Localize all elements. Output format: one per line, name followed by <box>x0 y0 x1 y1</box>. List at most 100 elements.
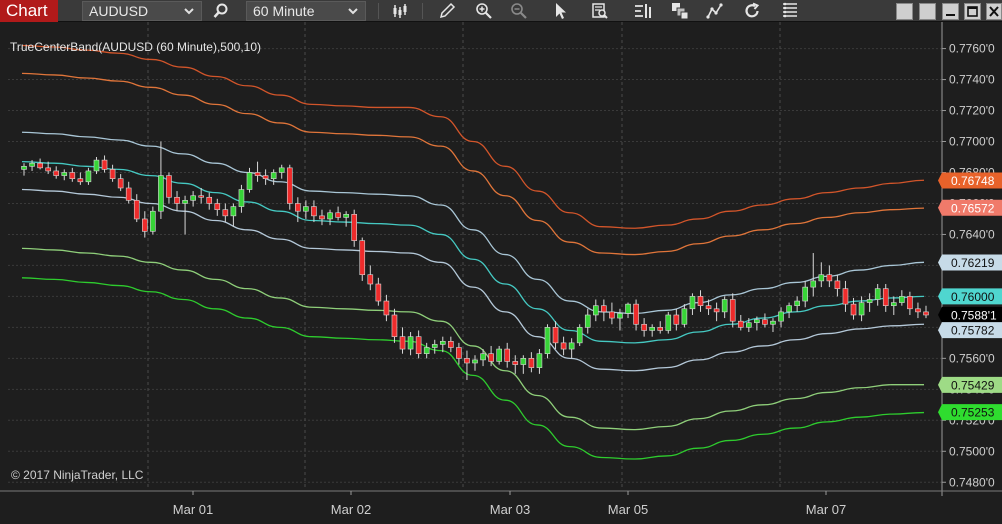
x-tick-label: Mar 07 <box>806 502 846 517</box>
candle-body <box>705 305 712 310</box>
strategies-icon[interactable] <box>634 2 652 20</box>
reload-icon[interactable] <box>743 2 761 20</box>
candle-body <box>37 162 43 169</box>
candle-body <box>713 308 720 313</box>
price-marker-label: 0.75253 <box>951 406 995 420</box>
candle-body <box>737 320 744 328</box>
candle-body <box>584 314 591 328</box>
pencil-icon[interactable] <box>438 2 456 20</box>
band-line <box>21 161 925 344</box>
candle-body <box>174 196 180 204</box>
candle-body <box>786 305 792 313</box>
candle-body <box>222 209 229 217</box>
candle-body <box>641 323 647 331</box>
copyright-text: © 2017 NinjaTrader, LLC <box>11 468 144 482</box>
candle-body <box>29 162 35 167</box>
indicators-icon[interactable] <box>706 2 724 20</box>
candle-body <box>681 308 688 325</box>
search-icon[interactable] <box>212 2 230 20</box>
candle-body <box>206 196 213 204</box>
candle-body <box>899 296 905 303</box>
chevron-down-icon <box>348 8 358 15</box>
price-marker <box>938 254 1002 271</box>
candle-body <box>423 347 430 355</box>
candle-body <box>689 296 696 310</box>
instrument-selector[interactable]: AUDUSD <box>82 1 202 21</box>
candle-body <box>834 280 841 289</box>
candle-body <box>593 305 599 316</box>
band-line <box>21 188 925 372</box>
templates-icon[interactable] <box>671 2 689 20</box>
candle-body <box>552 327 559 344</box>
candle-body <box>778 311 784 322</box>
candle-body <box>77 178 84 183</box>
zoom-out-icon[interactable] <box>510 2 528 20</box>
pointer-icon[interactable] <box>552 2 570 20</box>
price-marker-label: 0.75429 <box>951 378 995 392</box>
candle-body <box>343 214 349 218</box>
tile-button[interactable] <box>896 3 913 20</box>
chart-panel[interactable]: 0.7760'0 0.7740'0 0.7720'0 0.7700'0 0.7680'0… <box>0 22 1002 524</box>
close-button[interactable] <box>986 3 1002 20</box>
band-line <box>21 72 925 256</box>
maximize-button[interactable] <box>964 3 981 20</box>
candle-body <box>85 170 92 183</box>
price-marker <box>938 288 1002 305</box>
candle-body <box>496 348 502 362</box>
chart-tab[interactable]: Chart <box>0 0 58 22</box>
candle-body <box>142 218 148 232</box>
candle-body <box>746 322 752 328</box>
price-marker-label: 0.76219 <box>951 256 995 270</box>
data-box-icon[interactable] <box>591 2 609 20</box>
candle-body <box>230 206 237 217</box>
candle-body <box>754 319 760 324</box>
secondary-window-button[interactable] <box>919 3 936 20</box>
x-tick-label: Mar 01 <box>173 502 213 517</box>
y-tick-label: 0.7560'0 <box>949 351 995 365</box>
x-tick-label: Mar 05 <box>608 502 648 517</box>
candle-body <box>504 348 511 362</box>
candle-body <box>109 169 116 179</box>
price-marker-label: 0.75782 <box>951 324 995 338</box>
candle-body <box>53 170 60 176</box>
candle-body <box>665 314 672 331</box>
candle-body <box>456 347 462 359</box>
close-icon <box>989 6 999 17</box>
timeframe-selector[interactable]: 60 Minute <box>246 1 366 21</box>
y-tick-label: 0.7480'0 <box>949 475 995 489</box>
minimize-button[interactable] <box>942 3 959 20</box>
price-marker <box>938 404 1002 421</box>
candle-body <box>544 327 551 355</box>
candle-body <box>794 300 800 306</box>
candle-body <box>697 296 704 306</box>
candle-body <box>802 286 808 302</box>
candle-body <box>133 200 140 220</box>
candle-body <box>391 314 398 337</box>
candle-body <box>826 274 833 282</box>
candle-body <box>262 175 269 179</box>
candle-body <box>327 212 333 220</box>
candle-body <box>560 342 567 350</box>
candle-body <box>359 240 366 276</box>
band-line <box>21 131 925 315</box>
price-chart[interactable]: 0.7760'00.7740'00.7720'00.7700'00.7680'0… <box>0 22 1002 524</box>
y-tick-label: 0.7740'0 <box>949 73 995 87</box>
y-tick-label: 0.7500'0 <box>949 444 995 458</box>
candle-body <box>890 302 897 306</box>
properties-icon[interactable] <box>781 2 799 20</box>
candle-body <box>125 187 132 201</box>
toolbar-separator <box>378 3 379 19</box>
price-marker <box>938 376 1002 393</box>
instrument-value: AUDUSD <box>89 3 149 19</box>
chart-toolbar: Chart AUDUSD 60 Minute <box>0 0 1002 22</box>
zoom-in-icon[interactable] <box>475 2 493 20</box>
price-marker-label: 0.7588'1 <box>951 308 997 322</box>
band-line <box>21 247 924 431</box>
y-tick-label: 0.7640'0 <box>949 227 995 241</box>
bar-style-icon[interactable] <box>392 2 410 20</box>
y-tick-label: 0.7760'0 <box>949 42 995 56</box>
candle-body <box>729 299 736 322</box>
candle-body <box>464 358 470 364</box>
candle-body <box>601 305 607 313</box>
